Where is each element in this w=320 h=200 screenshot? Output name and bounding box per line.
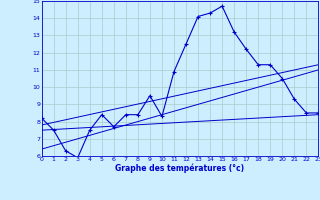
X-axis label: Graphe des températures (°c): Graphe des températures (°c) <box>116 164 244 173</box>
